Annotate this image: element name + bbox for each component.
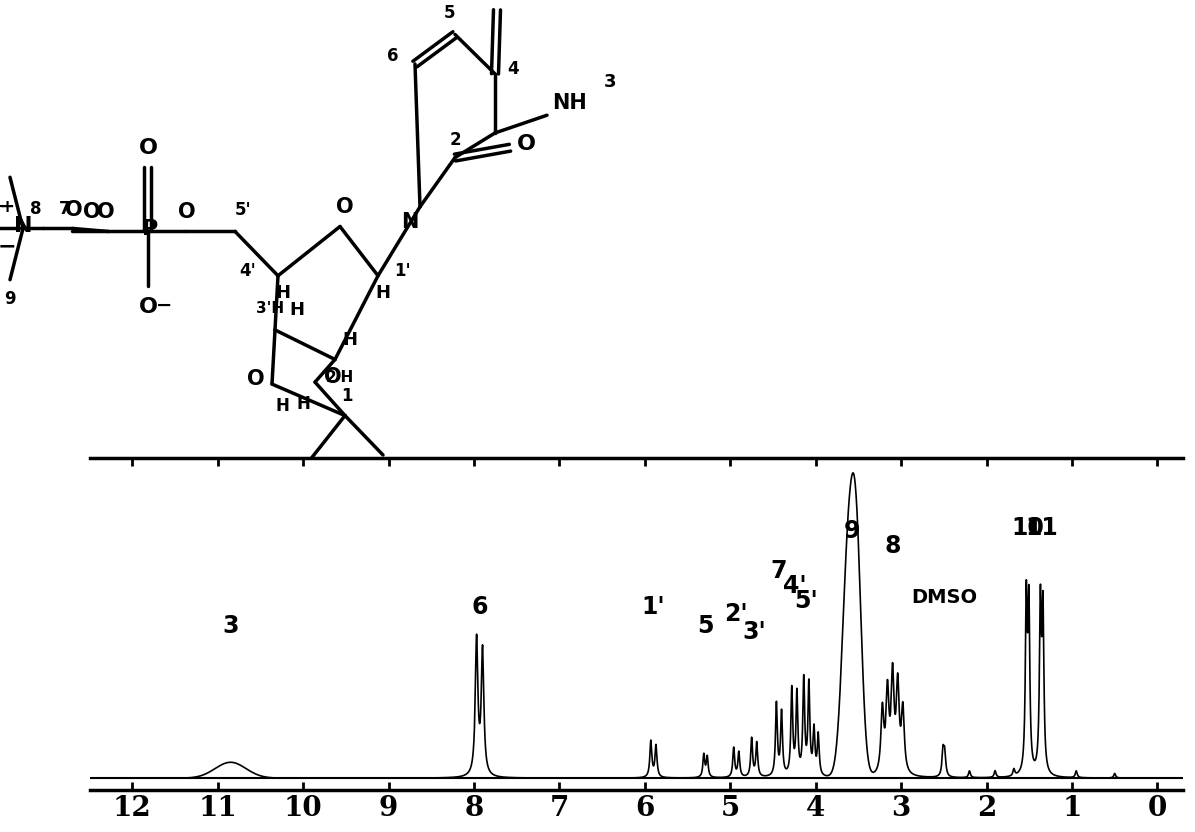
Text: 2'H: 2'H (326, 369, 354, 384)
Text: 3: 3 (603, 72, 617, 91)
Text: H: H (296, 394, 310, 413)
Text: H: H (289, 301, 305, 319)
Text: O: O (66, 200, 82, 220)
Text: P: P (142, 220, 158, 240)
Text: 1: 1 (342, 387, 353, 405)
Text: 5: 5 (445, 4, 455, 22)
Text: +: + (0, 198, 14, 215)
Text: O: O (97, 201, 115, 222)
Text: 5': 5' (234, 201, 251, 219)
Text: O: O (336, 197, 354, 217)
Text: N: N (402, 211, 418, 231)
Text: 11: 11 (376, 468, 399, 486)
Text: O: O (247, 369, 265, 389)
Text: 6: 6 (472, 596, 489, 619)
Text: 7: 7 (771, 559, 788, 582)
Text: NH: NH (552, 93, 588, 113)
Text: 4: 4 (507, 60, 519, 78)
Text: −: − (155, 296, 172, 314)
Text: 8: 8 (30, 200, 42, 218)
Text: O: O (324, 367, 342, 387)
Text: H: H (275, 397, 289, 414)
Text: DMSO: DMSO (911, 588, 978, 607)
Text: 1': 1' (642, 596, 666, 619)
Text: 5: 5 (697, 614, 713, 638)
Text: O: O (139, 138, 158, 158)
Text: 4': 4' (240, 262, 257, 280)
Text: 7: 7 (60, 200, 71, 218)
Text: 3'H: 3'H (256, 300, 284, 316)
Text: 8: 8 (884, 534, 901, 558)
Text: 11: 11 (1025, 516, 1058, 540)
Text: 9: 9 (844, 519, 860, 543)
Text: −: − (0, 197, 5, 216)
Text: 10: 10 (1011, 516, 1044, 540)
Text: H: H (375, 285, 391, 303)
Text: O: O (139, 297, 158, 317)
Text: H: H (343, 331, 357, 349)
Text: O: O (84, 201, 100, 222)
Text: 3': 3' (742, 620, 766, 644)
Text: 2: 2 (449, 131, 461, 149)
Text: 3: 3 (222, 614, 239, 638)
Text: O: O (178, 201, 196, 222)
Text: 2': 2' (724, 602, 748, 626)
Text: 1': 1' (394, 262, 411, 280)
Text: O: O (516, 134, 535, 154)
Text: 5': 5' (795, 589, 819, 613)
Text: 6: 6 (387, 47, 399, 65)
Text: 10: 10 (282, 471, 305, 488)
Text: H: H (276, 285, 290, 303)
Text: 4': 4' (783, 574, 807, 598)
Text: −: − (0, 236, 17, 256)
Text: N: N (14, 215, 32, 235)
Text: 9: 9 (5, 290, 16, 309)
